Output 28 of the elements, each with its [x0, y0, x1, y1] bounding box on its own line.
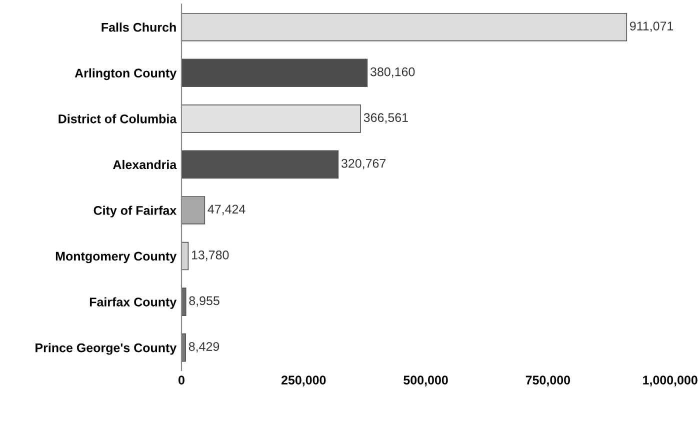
data-label: 366,561 — [364, 113, 408, 124]
y-tick-label: Falls Church — [102, 22, 176, 32]
x-tick-label: 1,000,000 — [643, 376, 698, 386]
data-label: 8,429 — [188, 342, 220, 352]
y-tick-label: District of Columbia — [58, 114, 177, 124]
data-label: 13,780 — [192, 250, 229, 261]
bar — [181, 58, 368, 88]
bar — [181, 150, 339, 179]
y-tick-label: Fairfax County — [90, 297, 177, 309]
bar — [181, 104, 361, 133]
bar — [181, 196, 206, 224]
bar — [181, 12, 628, 42]
y-tick-label: Arlington County — [74, 68, 177, 80]
data-label: 320,767 — [341, 158, 386, 170]
x-tick-label: 0 — [178, 376, 184, 385]
x-tick-label: 250,000 — [281, 376, 326, 386]
x-tick-label: 750,000 — [526, 376, 570, 386]
bar — [181, 242, 189, 270]
x-tick-label: 500,000 — [404, 376, 448, 386]
y-tick-label: Montgomery County — [56, 252, 177, 264]
y-tick-label: City of Fairfax — [94, 206, 177, 218]
data-label: 47,424 — [208, 204, 246, 216]
data-label: 380,160 — [370, 67, 415, 78]
y-tick-label: Alexandria — [113, 160, 177, 170]
data-label: 8,955 — [189, 296, 220, 307]
bar — [181, 288, 186, 316]
data-label: 911,071 — [630, 22, 674, 32]
y-tick-label: Prince George's County — [36, 343, 177, 355]
